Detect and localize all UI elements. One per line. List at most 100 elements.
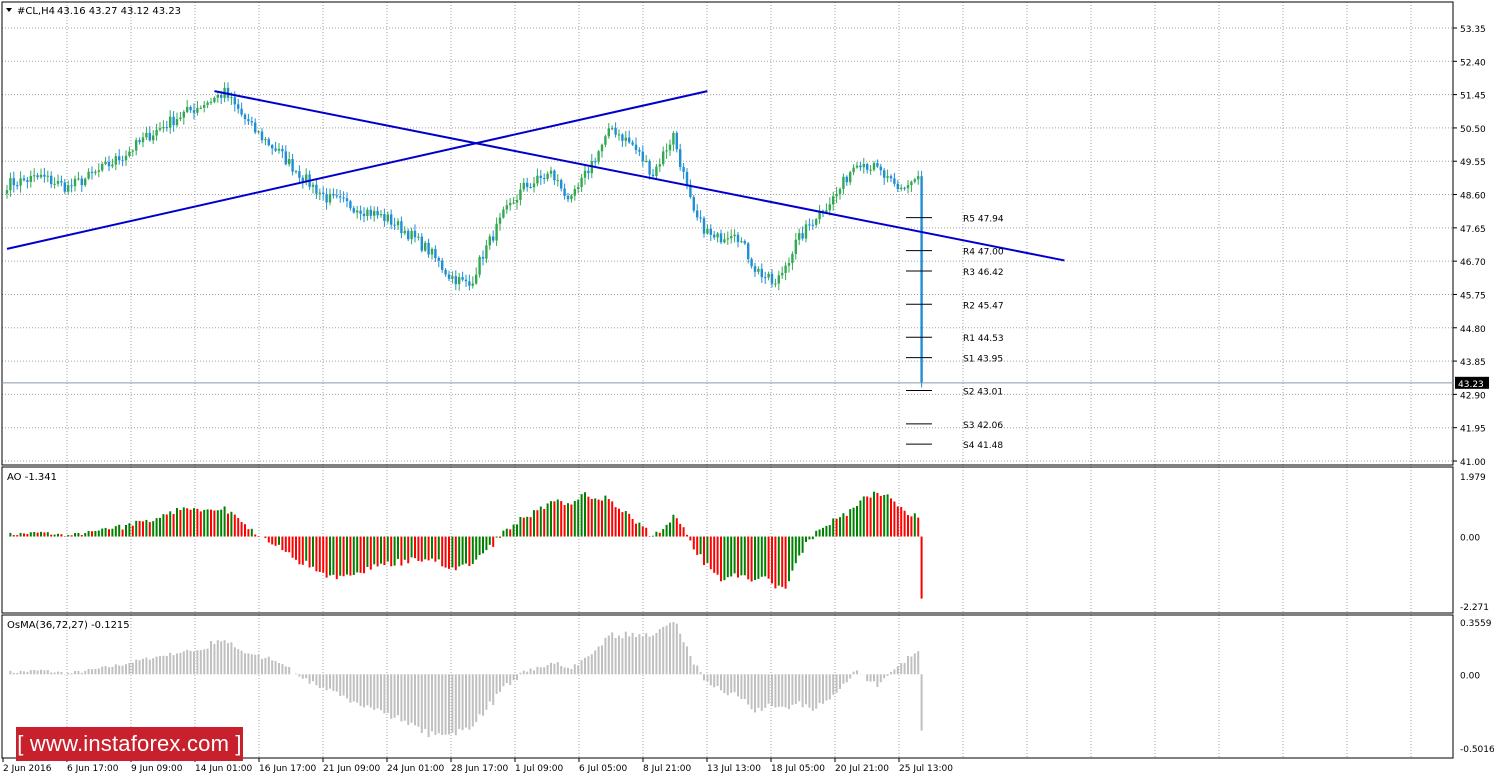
candle-body: [583, 170, 587, 178]
candle-body: [492, 236, 495, 241]
trendlines: [6, 90, 1065, 262]
candle-body: [628, 137, 631, 143]
osma-tick-label: 0.00: [1460, 671, 1480, 681]
price-tick-label: 46.70: [1460, 258, 1486, 268]
current-price-marker: 43.23: [2, 376, 1489, 390]
candle-body: [288, 159, 291, 165]
candle-body: [345, 198, 349, 202]
candle-body: [920, 176, 923, 383]
price-tick-label: 53.35: [1460, 25, 1486, 35]
candle-body: [893, 178, 896, 184]
candle-body: [730, 236, 733, 239]
candle-body: [260, 131, 264, 141]
candle-body: [410, 230, 413, 240]
candle-body: [464, 279, 468, 282]
ao-grid: [66, 467, 1412, 613]
candle-body: [434, 248, 437, 259]
candle-body: [614, 128, 617, 135]
candle-body: [325, 193, 328, 203]
price-tick-label: 49.55: [1460, 158, 1486, 168]
panel-frame: [1, 614, 1454, 759]
candle-body: [332, 193, 335, 196]
candle-body: [896, 183, 899, 190]
time-tick-label: 6 Jun 17:00: [67, 764, 119, 774]
candle-body: [726, 238, 729, 240]
candle-body: [889, 176, 893, 179]
candle-body: [747, 243, 750, 260]
candle-body: [764, 277, 767, 279]
time-tick-label: 21 Jun 09:00: [323, 764, 380, 774]
candle-body: [645, 161, 648, 163]
candle-body: [189, 106, 192, 111]
candle-body: [213, 97, 216, 102]
candle-body: [757, 268, 760, 272]
candle-body: [400, 221, 403, 234]
candle-body: [818, 210, 821, 220]
candle-body: [305, 174, 308, 183]
candle-body: [689, 184, 692, 198]
osma-label: OsMA(36,72,27) -0.1215: [7, 620, 130, 631]
candle-body: [128, 151, 131, 156]
candle-body: [114, 156, 117, 165]
candle-body: [237, 104, 240, 109]
candle-body: [70, 185, 73, 187]
dropdown-triangle-icon[interactable]: [6, 8, 12, 12]
candle-body: [209, 101, 213, 103]
candle-body: [604, 136, 607, 145]
candle-body: [444, 269, 447, 275]
candle-body: [488, 236, 491, 246]
price-tick-label: 43.85: [1460, 358, 1486, 368]
candle-body: [573, 189, 576, 196]
candle-body: [271, 145, 274, 149]
panel-frame: [1, 1, 1454, 466]
time-tick-label: 6 Jul 05:00: [579, 764, 628, 774]
candle-body: [12, 178, 15, 186]
candle-body: [111, 164, 114, 167]
current-price-box: [1455, 376, 1489, 389]
ao-histogram: [9, 491, 923, 599]
candle-body: [362, 213, 366, 216]
pivot-level-label: R2 45.47: [963, 301, 1004, 311]
candle-body: [339, 196, 342, 198]
candle-body: [838, 188, 842, 194]
candle-body: [192, 110, 196, 113]
candle-body: [264, 139, 267, 141]
candle-body: [447, 274, 451, 279]
candle-body: [376, 210, 379, 216]
time-tick-label: 1 Jul 09:00: [515, 764, 564, 774]
candle-body: [366, 209, 369, 216]
candle-body: [322, 192, 325, 194]
candle-body: [872, 163, 876, 170]
candle-body: [349, 201, 352, 209]
candle-body: [121, 160, 124, 162]
candle-body: [77, 178, 80, 180]
candle-body: [196, 108, 199, 113]
candle-body: [791, 253, 794, 264]
candle-body: [600, 144, 604, 152]
candle-body: [396, 221, 400, 226]
ao-tick-label: 1.979: [1460, 473, 1486, 483]
osma-tick-label: 0.3559: [1460, 619, 1492, 629]
candle-body: [835, 193, 838, 197]
candle-body: [5, 190, 9, 194]
price-tick-label: 41.00: [1460, 458, 1486, 468]
candle-body: [373, 210, 376, 216]
candle-body: [471, 283, 474, 286]
candle-body: [250, 121, 253, 123]
candle-body: [587, 170, 590, 174]
time-tick-label: 25 Jul 13:00: [899, 764, 953, 774]
candle-body: [254, 122, 257, 133]
candle-body: [383, 214, 386, 221]
candle-body: [709, 228, 712, 235]
candle-body: [155, 129, 158, 136]
candle-body: [804, 224, 808, 239]
candle-body: [638, 150, 641, 152]
candle-body: [186, 106, 189, 112]
candle-body: [46, 175, 49, 177]
trendline: [214, 90, 1065, 262]
candle-body: [869, 169, 872, 171]
candle-body: [713, 234, 716, 238]
current-price-label: 43.23: [1458, 380, 1484, 390]
candle-body: [798, 233, 801, 240]
candle-body: [441, 260, 444, 270]
